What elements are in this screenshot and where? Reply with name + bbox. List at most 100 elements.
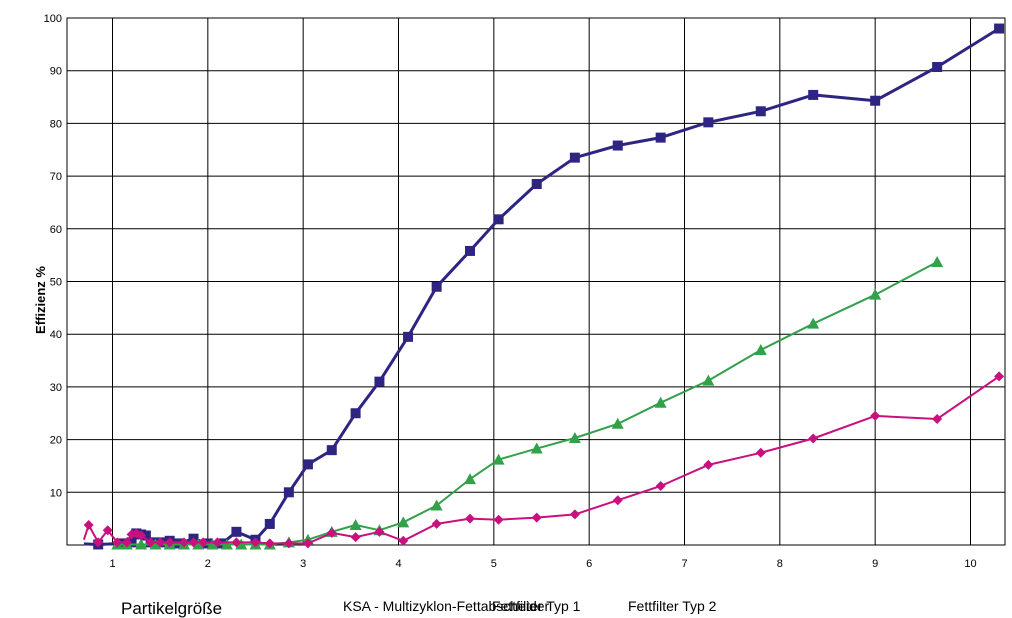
data-point — [350, 408, 361, 419]
data-point — [702, 374, 715, 386]
data-point — [403, 331, 414, 342]
series-line — [117, 261, 938, 546]
data-point — [206, 538, 219, 550]
y-tick-label: 90 — [50, 66, 62, 78]
data-point — [808, 433, 819, 444]
legend-entry: Fettfilter Typ 2 — [628, 598, 717, 614]
data-point — [202, 538, 213, 549]
data-point — [102, 525, 113, 536]
y-tick-label: 70 — [50, 171, 62, 183]
data-point — [235, 538, 248, 550]
axes: 1 2 3 4 5 6 7 8 9 10 10 20 30 40 50 60 70 80 90 100 — [44, 13, 977, 570]
data-point — [465, 245, 475, 256]
data-point — [493, 514, 504, 525]
data-point — [264, 518, 275, 529]
data-point — [217, 538, 228, 549]
legend-entry: Fettfilter Typ 1 — [492, 598, 581, 614]
grid — [66, 17, 1006, 546]
data-point — [612, 140, 623, 151]
data-point — [136, 530, 147, 541]
data-point — [703, 459, 714, 470]
labels: Effizienz % Partikelgröße — [33, 266, 222, 618]
legend-entry: KSA - Multizyklon-Fettabscheider — [343, 598, 550, 614]
data-point — [932, 62, 943, 73]
legend: KSA - Multizyklon-FettabscheiderFettfilt… — [343, 598, 717, 614]
series-2 — [111, 256, 944, 550]
data-point — [192, 538, 205, 550]
data-point — [231, 537, 242, 548]
data-point — [188, 537, 199, 548]
series-3 — [82, 371, 1005, 549]
data-point — [231, 526, 242, 537]
x-tick-label: 6 — [586, 558, 592, 570]
data-point — [220, 538, 233, 550]
data-point — [655, 132, 666, 143]
data-point — [250, 537, 261, 548]
data-point — [302, 538, 313, 549]
x-tick-label: 10 — [964, 558, 976, 570]
data-point — [493, 214, 504, 225]
y-tick-label: 50 — [50, 277, 62, 289]
data-point — [283, 538, 294, 549]
y-tick-label: 80 — [50, 118, 62, 130]
x-tick-label: 3 — [300, 558, 306, 570]
y-tick-label: 20 — [50, 435, 62, 447]
data-point — [808, 89, 819, 100]
data-point — [397, 516, 410, 528]
data-point — [179, 537, 189, 548]
x-tick-label: 8 — [777, 558, 783, 570]
data-point — [932, 414, 943, 425]
data-point — [464, 473, 476, 485]
x-axis-label: Partikelgröße — [121, 599, 222, 618]
series-line — [83, 27, 1000, 546]
data-point — [174, 538, 185, 549]
data-point — [431, 518, 442, 529]
data-point — [149, 538, 162, 550]
data-point — [431, 281, 442, 292]
data-point — [568, 432, 581, 444]
x-tick-label: 7 — [681, 558, 687, 570]
data-point — [611, 417, 624, 429]
data-point — [302, 459, 313, 470]
data-point — [264, 538, 275, 549]
data-point — [530, 442, 543, 454]
data-point — [164, 537, 175, 548]
y-axis-label: Effizienz % — [33, 266, 48, 334]
data-point — [135, 538, 148, 550]
data-point — [994, 23, 1005, 34]
data-point — [155, 537, 166, 548]
data-point — [569, 509, 580, 520]
data-point — [612, 495, 623, 506]
data-point — [398, 535, 409, 546]
data-point — [374, 526, 385, 537]
data-point — [654, 396, 667, 408]
series-line — [82, 375, 1000, 545]
data-point — [492, 453, 505, 465]
data-point — [994, 371, 1005, 382]
data-point — [212, 537, 223, 548]
data-point — [83, 519, 94, 530]
data-point — [465, 513, 475, 524]
data-point — [531, 179, 542, 190]
y-tick-label: 100 — [44, 13, 62, 25]
data-point — [117, 538, 128, 549]
data-point — [374, 376, 385, 387]
data-point — [349, 518, 362, 530]
y-tick-label: 40 — [50, 329, 62, 341]
data-point — [350, 532, 361, 543]
x-tick-label: 5 — [491, 558, 497, 570]
data-point — [93, 537, 104, 548]
data-point — [755, 447, 766, 458]
x-tick-label: 9 — [872, 558, 878, 570]
series-1 — [83, 23, 1005, 550]
y-tick-label: 60 — [50, 224, 62, 236]
x-tick-label: 2 — [205, 558, 211, 570]
data-point — [870, 410, 881, 421]
data-point — [931, 256, 944, 268]
series-group — [82, 23, 1005, 550]
data-point — [121, 537, 132, 548]
data-point — [198, 537, 209, 548]
y-tick-label: 10 — [50, 487, 62, 499]
